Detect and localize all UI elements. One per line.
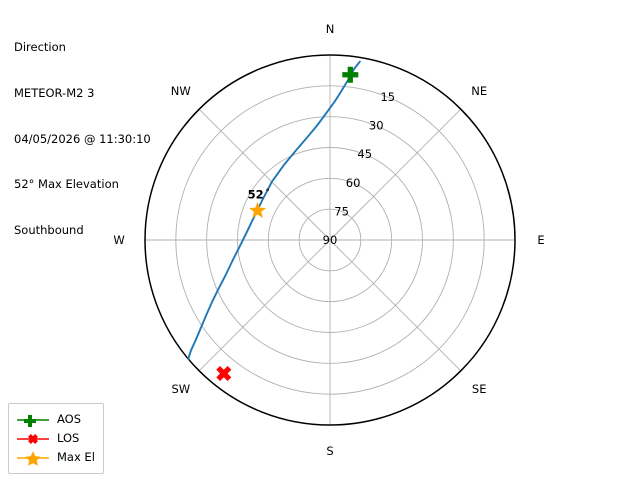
marker-aos [342,66,359,83]
radial-tick-15: 15 [380,90,395,104]
pass-info-line-heading: Southbound [14,222,84,237]
pass-info-line-satellite: METEOR-M2 3 [14,86,95,101]
plus-marker-icon [17,414,49,427]
compass-label-nw: NW [171,84,191,98]
max-elevation-degree-symbol: ° [266,188,270,197]
compass-labels: N NE E SE S SW W NW [113,22,544,458]
radial-tick-75: 75 [334,204,349,218]
max-elevation-value-label: 52 [248,188,264,202]
legend-label-los: LOS [57,430,80,445]
radial-tick-60: 60 [346,176,361,190]
legend: AOS LOS Max El [8,403,104,474]
legend-label-aos: AOS [57,411,82,426]
polar-grid [144,54,516,426]
radial-tick-labels: 15 30 45 60 75 90 [323,90,395,247]
pass-info-line-max-elevation: 52° Max Elevation [14,177,119,192]
radial-tick-90: 90 [323,233,338,247]
pass-info-line-direction: Direction [14,40,66,55]
compass-label-n: N [326,22,335,36]
radial-tick-45: 45 [357,147,372,161]
compass-label-e: E [537,233,544,247]
marker-los [216,365,232,382]
x-marker-icon [17,433,49,444]
compass-label-se: SE [472,382,487,396]
pass-info-block: Direction METEOR-M2 3 04/05/2026 @ 11:30… [14,10,151,268]
radial-tick-30: 30 [369,119,384,133]
legend-item-max-el: Max El [15,448,95,467]
compass-label-ne: NE [471,84,487,98]
legend-item-los: LOS [15,429,95,448]
marker-max-el [249,201,267,219]
compass-label-s: S [326,444,333,458]
max-elevation-annotation: 52 ° [248,188,270,202]
compass-label-sw: SW [171,382,190,396]
compass-label-w: W [113,233,124,247]
legend-item-aos: AOS [15,410,95,429]
pass-info-line-datetime: 04/05/2026 @ 11:30:10 [14,131,151,146]
pass-markers [216,66,359,382]
legend-label-max-el: Max El [57,449,95,464]
star-marker-icon [17,450,49,466]
